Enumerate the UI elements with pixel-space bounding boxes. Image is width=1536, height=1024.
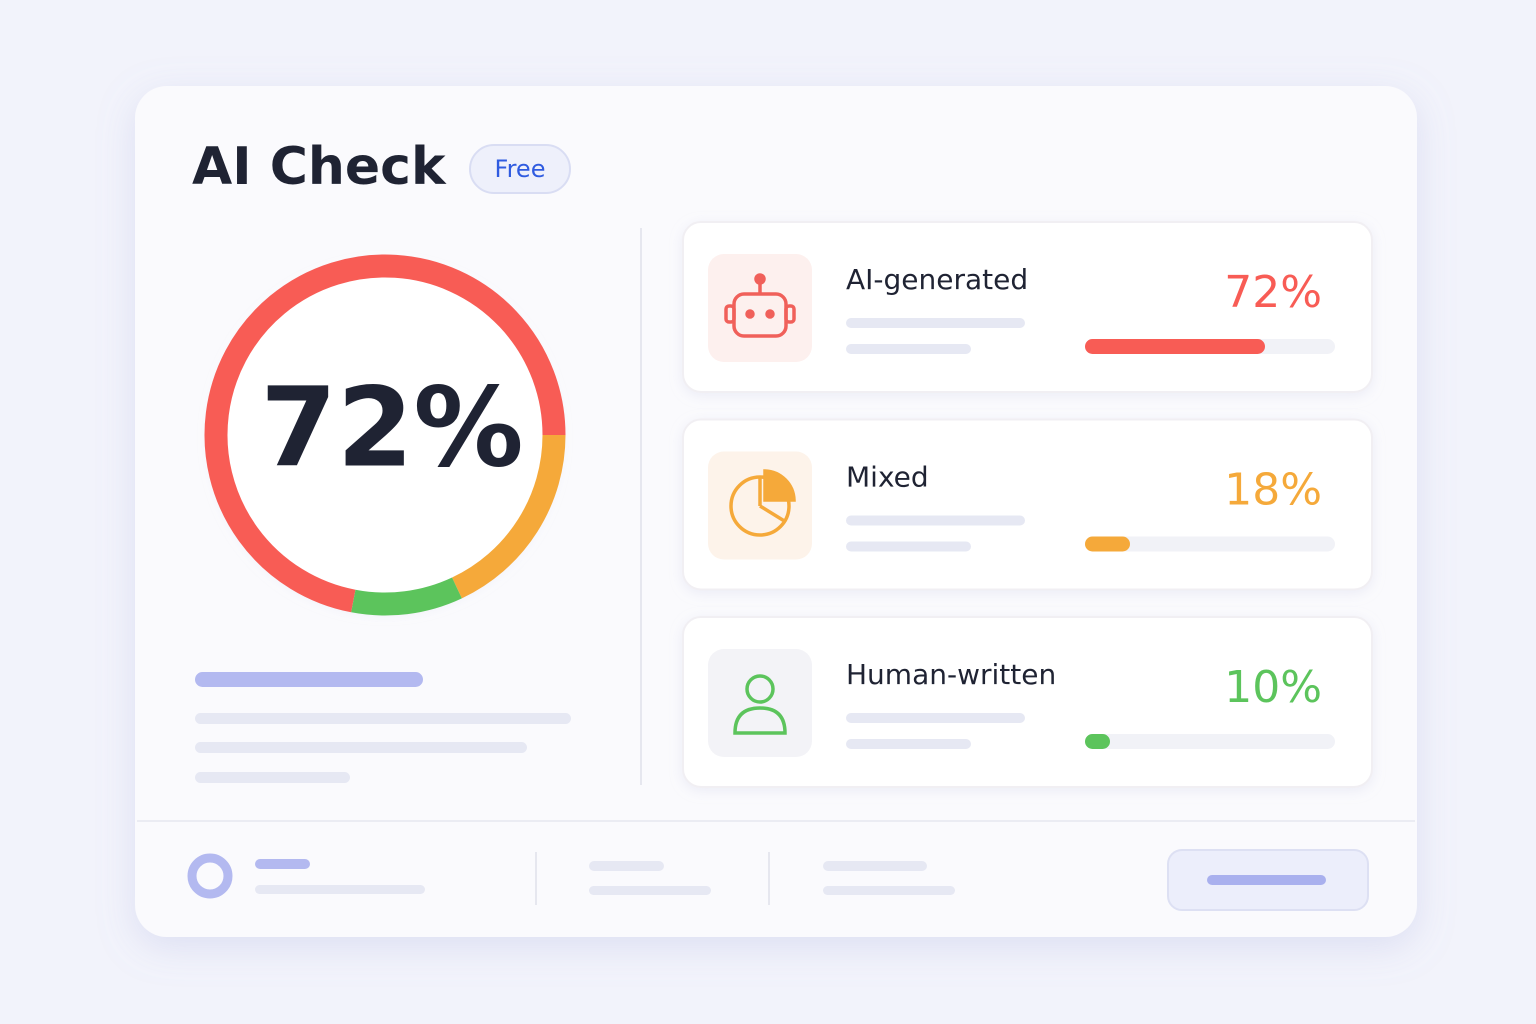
donut xyxy=(204,254,566,616)
placeholder xyxy=(589,861,664,871)
placeholder xyxy=(846,713,1025,723)
button-placeholder[interactable] xyxy=(1207,875,1326,885)
placeholder xyxy=(846,344,971,354)
bar xyxy=(1085,339,1265,354)
placeholder xyxy=(823,886,955,895)
donut-bg xyxy=(210,260,560,610)
icon-box xyxy=(708,254,812,362)
placeholder xyxy=(195,672,423,687)
placeholder xyxy=(195,772,350,783)
donut-segment xyxy=(204,254,566,613)
placeholder xyxy=(846,739,971,749)
result-value: 72% xyxy=(1224,267,1322,318)
bar xyxy=(1085,536,1130,552)
result-label: Human-written xyxy=(846,658,1056,691)
bar xyxy=(1085,734,1110,749)
placeholder xyxy=(255,885,425,894)
donut-segment xyxy=(351,577,462,616)
placeholder xyxy=(823,861,927,871)
app-title: AI Check xyxy=(192,137,447,197)
placeholder xyxy=(195,713,571,724)
placeholder xyxy=(846,318,1025,328)
bar-track xyxy=(1085,536,1335,552)
badge-text[interactable]: Free xyxy=(495,155,546,183)
person-icon xyxy=(733,674,787,735)
donut-segment xyxy=(451,434,566,599)
score: 72% xyxy=(260,363,523,491)
result-label: AI-generated xyxy=(846,263,1028,296)
result-label: Mixed xyxy=(846,461,929,494)
pie-icon xyxy=(729,469,796,537)
result-value: 18% xyxy=(1224,465,1322,516)
placeholder xyxy=(255,859,310,869)
badge[interactable] xyxy=(469,144,571,194)
result-list: AI-generated 72% Mixed 18% Human-written 10% xyxy=(682,221,1373,788)
robot-icon xyxy=(724,273,796,338)
placeholder xyxy=(846,515,1025,526)
placeholder xyxy=(846,541,971,552)
placeholder xyxy=(589,886,711,895)
bar-track xyxy=(1085,734,1335,749)
placeholder xyxy=(195,742,527,753)
footer-icon xyxy=(187,853,233,899)
result-value: 10% xyxy=(1224,662,1322,713)
